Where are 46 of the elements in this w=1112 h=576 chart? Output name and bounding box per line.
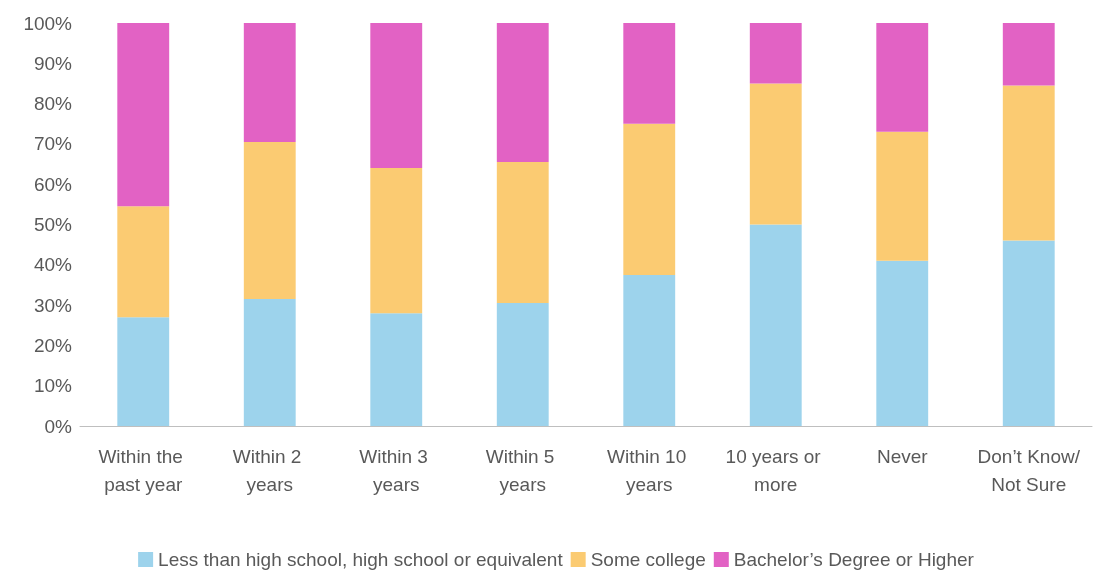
- bar: [117, 206, 170, 318]
- bar: [623, 123, 676, 275]
- legend-label: Some college: [590, 549, 706, 570]
- y-tick-label: 30%: [33, 294, 73, 316]
- x-tick-label: Don’t Know/Not Sure: [977, 445, 1081, 495]
- bar: [623, 23, 676, 124]
- legend-label: Bachelor’s Degree or Higher: [733, 549, 975, 570]
- bar: [876, 260, 929, 426]
- x-tick-label: Never: [876, 445, 929, 467]
- x-tick-label: Within 5 years: [485, 445, 560, 495]
- bar: [1002, 85, 1055, 241]
- bar: [1002, 23, 1055, 86]
- bar: [370, 313, 423, 426]
- y-tick-label: 90%: [33, 52, 73, 74]
- y-tick-label: 0%: [44, 415, 73, 437]
- bar: [243, 23, 296, 142]
- x-tick-label: 10 years or more: [725, 445, 826, 495]
- y-tick-label: 10%: [33, 375, 73, 397]
- bar: [243, 141, 296, 300]
- y-tick-label: 50%: [33, 214, 73, 235]
- bar: [749, 83, 802, 225]
- bar: [496, 162, 549, 304]
- bar: [117, 23, 170, 207]
- bar: [876, 131, 929, 261]
- x-tick-label: Within the past year: [98, 445, 189, 495]
- y-tick-label: 40%: [33, 254, 73, 276]
- y-tick-label: 60%: [33, 173, 73, 195]
- x-tick-label: Within 3 years: [359, 445, 434, 495]
- bar: [876, 23, 929, 132]
- bar: [370, 23, 423, 169]
- bar: [749, 224, 802, 426]
- y-tick-label: 70%: [33, 133, 73, 155]
- bar: [496, 303, 549, 426]
- bar: [749, 23, 802, 84]
- bar: [117, 317, 170, 426]
- legend-label: Less than high school, high school or equivalent: [158, 549, 564, 570]
- y-tick-label: 20%: [33, 334, 73, 356]
- bar: [243, 299, 296, 426]
- x-tick-label: Within 10 years: [607, 445, 692, 495]
- bar: [623, 274, 676, 426]
- x-tick-label: Within 2 years: [232, 445, 307, 495]
- bar: [496, 23, 549, 163]
- bar: [1002, 240, 1055, 426]
- bar: [370, 168, 423, 314]
- y-tick-label: 100%: [23, 12, 73, 34]
- y-tick-label: 80%: [33, 93, 73, 115]
